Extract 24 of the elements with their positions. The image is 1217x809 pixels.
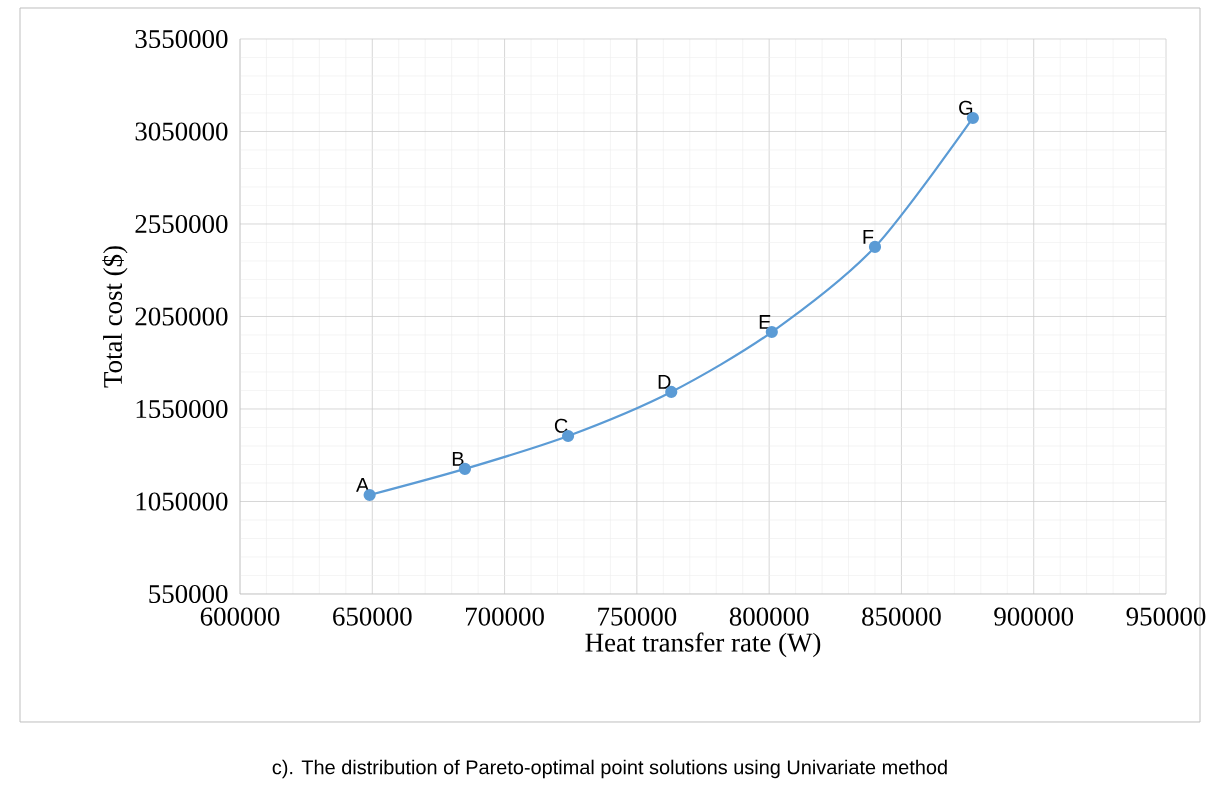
x-tick-label: 900000 (994, 607, 1074, 626)
annotation: B (452, 452, 464, 466)
x-tick-label: 600000 (200, 607, 280, 626)
y-tick-label: 550000 (149, 584, 228, 604)
annotation: G (959, 100, 973, 115)
x-tick-label: 800000 (729, 607, 809, 626)
y-tick-label: 3550000 (135, 29, 228, 49)
x-axis-title: Heat transfer rate (W) (585, 632, 821, 658)
x-tick-label: 950000 (1126, 607, 1206, 626)
y-tick-label: 2050000 (135, 307, 228, 326)
annotation: E (759, 315, 771, 329)
x-tick-label: 650000 (333, 607, 412, 626)
annotation: D (658, 375, 671, 389)
y-axis-title: Total cost ($) (102, 246, 128, 388)
y-tick-label: 3050000 (135, 122, 228, 141)
y-tick-label: 1050000 (136, 492, 228, 511)
x-tick-label: 750000 (598, 607, 677, 626)
y-tick-label: 1550000 (136, 399, 228, 419)
y-tick-label: 2550000 (135, 214, 228, 234)
annotation: F (863, 230, 874, 244)
x-tick-label: 850000 (862, 607, 941, 626)
text: c). The distribution of Pareto-optimal point solutions using Univariate method (272, 759, 947, 779)
annotation: C (554, 418, 568, 433)
x-tick-label: 700000 (466, 607, 544, 626)
